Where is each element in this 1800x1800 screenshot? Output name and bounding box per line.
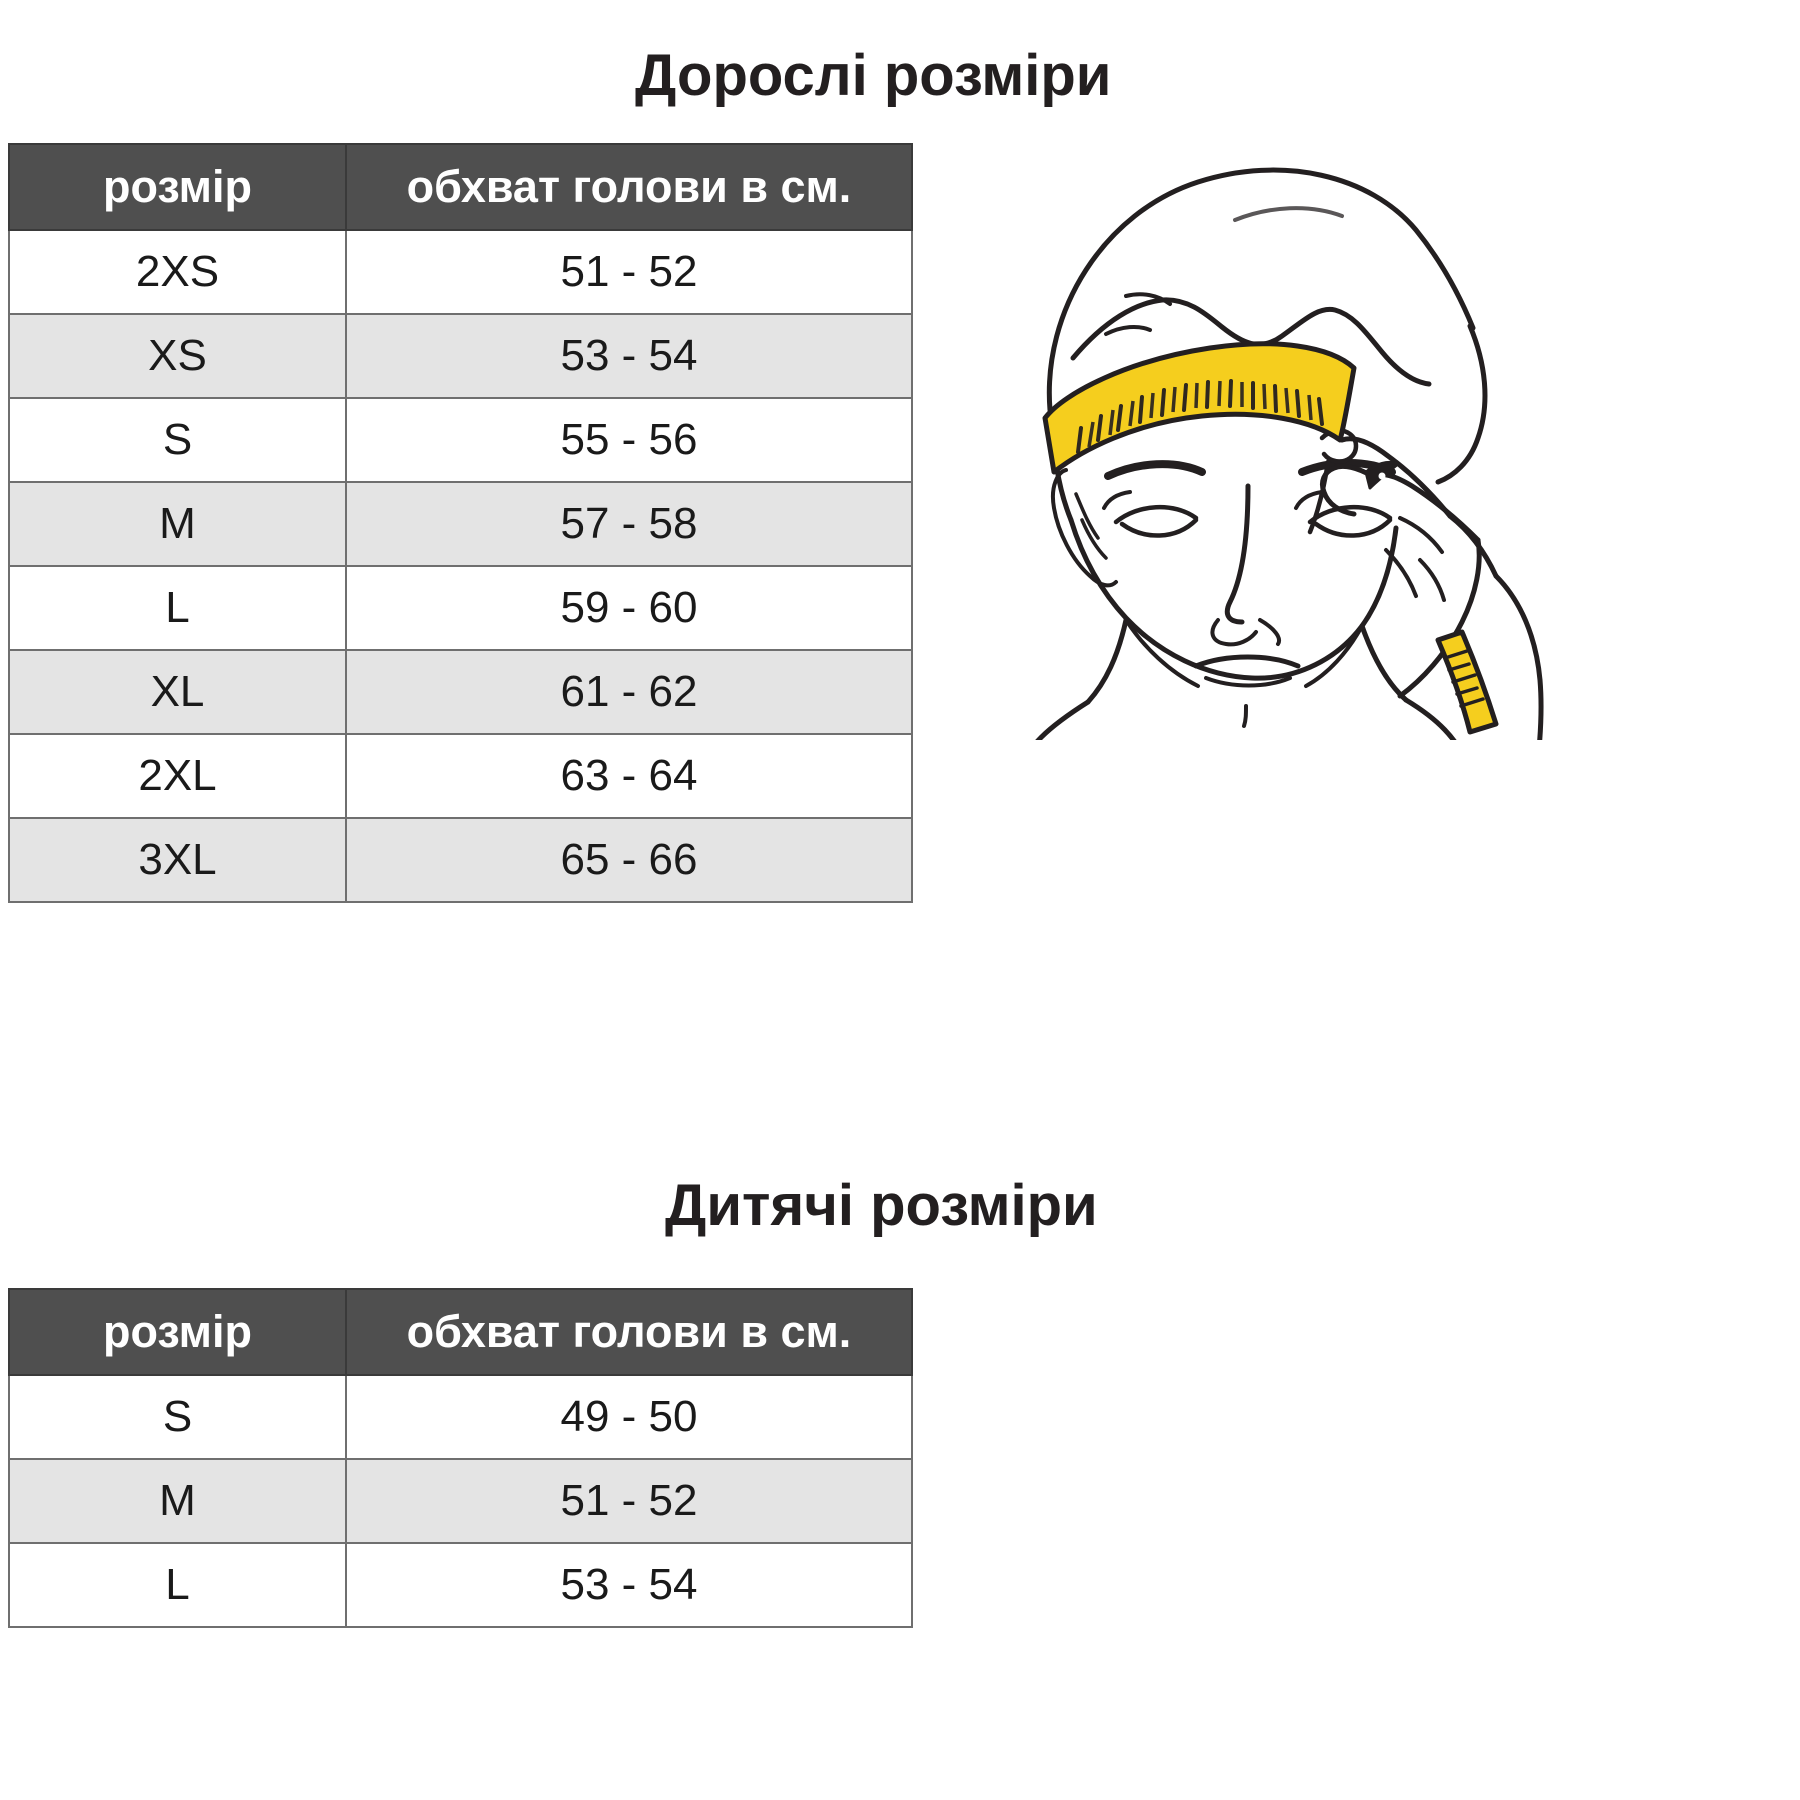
cell-size: L [8,1542,347,1628]
cell-size: XL [8,649,347,735]
table-row: 3XL 65 - 66 [8,817,913,903]
measuring-tape-tail [1435,629,1499,735]
cell-circumference: 55 - 56 [345,397,913,483]
adult-sizes-table: розмір обхват голови в см. 2XS 51 - 52 X… [8,143,913,903]
table-row: S 49 - 50 [8,1374,913,1460]
cell-circumference: 65 - 66 [345,817,913,903]
measuring-tape-band [1042,341,1357,475]
column-header-head-circumference: обхват голови в см. [345,143,913,231]
table-row: 2XL 63 - 64 [8,733,913,819]
table-row: S 55 - 56 [8,397,913,483]
cell-size: 3XL [8,817,347,903]
cell-circumference: 49 - 50 [345,1374,913,1460]
cell-size: 2XL [8,733,347,819]
table-row: XS 53 - 54 [8,313,913,399]
kids-sizes-title: Дитячі розміри [665,1173,1098,1238]
column-header-size: розмір [8,1288,347,1376]
cell-circumference: 51 - 52 [345,1458,913,1544]
table-row: L 53 - 54 [8,1542,913,1628]
head-measuring-illustration [930,120,1610,740]
cell-size: 2XS [8,229,347,315]
cell-circumference: 53 - 54 [345,1542,913,1628]
table-row: M 51 - 52 [8,1458,913,1544]
cell-size: M [8,1458,347,1544]
table-row: XL 61 - 62 [8,649,913,735]
cell-circumference: 57 - 58 [345,481,913,567]
cell-circumference: 61 - 62 [345,649,913,735]
cell-circumference: 53 - 54 [345,313,913,399]
cell-circumference: 51 - 52 [345,229,913,315]
cell-size: XS [8,313,347,399]
cell-circumference: 63 - 64 [345,733,913,819]
cell-size: L [8,565,347,651]
cell-size: S [8,397,347,483]
kids-sizes-table: розмір обхват голови в см. S 49 - 50 M 5… [8,1288,913,1628]
table-row: L 59 - 60 [8,565,913,651]
table-row: 2XS 51 - 52 [8,229,913,315]
table-header-row: розмір обхват голови в см. [8,143,913,231]
table-row: M 57 - 58 [8,481,913,567]
head-measuring-svg [1035,167,1544,740]
cell-size: S [8,1374,347,1460]
adult-sizes-title: Дорослі розміри [635,43,1112,108]
cell-size: M [8,481,347,567]
cell-circumference: 59 - 60 [345,565,913,651]
column-header-head-circumference: обхват голови в см. [345,1288,913,1376]
table-header-row: розмір обхват голови в см. [8,1288,913,1376]
column-header-size: розмір [8,143,347,231]
